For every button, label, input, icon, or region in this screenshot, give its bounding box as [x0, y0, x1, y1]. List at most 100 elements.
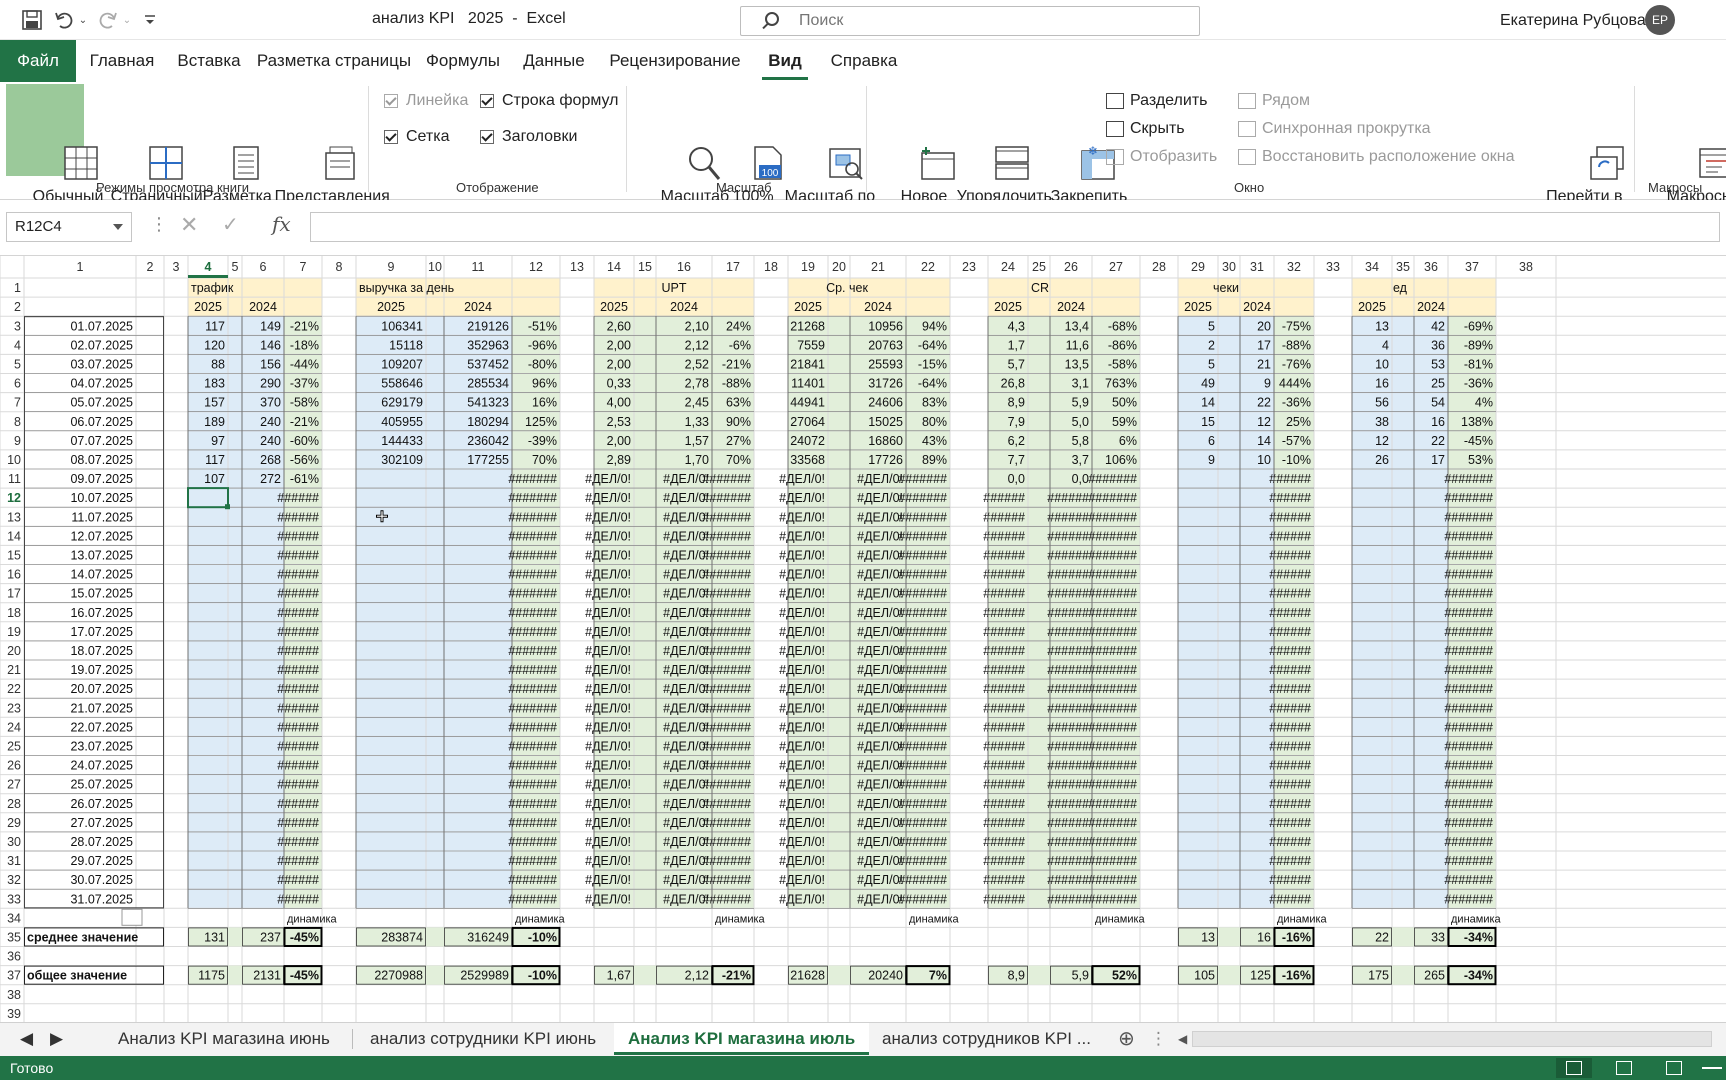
cell-error[interactable]: ######	[1269, 663, 1311, 677]
cell-error[interactable]: ######	[983, 835, 1025, 849]
cell-value[interactable]: 5	[1208, 358, 1215, 372]
cell-error[interactable]: #######	[1088, 778, 1137, 792]
cell-error[interactable]: #######	[508, 682, 557, 696]
cell-error[interactable]: #######	[702, 816, 751, 830]
cell-error[interactable]: #######	[702, 529, 751, 543]
cell-error[interactable]: ######	[983, 644, 1025, 658]
cell-value[interactable]: 7,9	[1008, 415, 1025, 429]
cell-error[interactable]: ######	[1047, 759, 1089, 773]
cell-error[interactable]: ######	[1269, 892, 1311, 906]
cell-error[interactable]: #######	[1444, 797, 1493, 811]
cell-error[interactable]: #######	[1444, 892, 1493, 906]
cell-value[interactable]: 94%	[922, 319, 947, 333]
add-sheet-icon[interactable]: ⊕	[1118, 1028, 1135, 1050]
cell-error[interactable]: #ДЕЛ/0!	[857, 587, 903, 601]
cell-error[interactable]: ######	[1047, 816, 1089, 830]
cell-error[interactable]: #######	[1444, 625, 1493, 639]
zoom-slider[interactable]	[1702, 1067, 1722, 1069]
cell-value[interactable]: 63%	[726, 396, 751, 410]
cell-error[interactable]: ######	[277, 835, 319, 849]
cell-value[interactable]: 43%	[922, 434, 947, 448]
custom-views-button[interactable]: Представления	[248, 84, 390, 205]
cell-value[interactable]: 17726	[868, 453, 903, 467]
cell-value[interactable]: -76%	[1282, 358, 1311, 372]
cell-error[interactable]: #######	[1444, 740, 1493, 754]
cell-error[interactable]: #ДЕЛ/0!	[585, 568, 631, 582]
cell-error[interactable]: #######	[702, 797, 751, 811]
cell-error[interactable]: #######	[702, 510, 751, 524]
cell-error[interactable]: #######	[508, 491, 557, 505]
cell-value[interactable]: 9	[1208, 453, 1215, 467]
cell-error[interactable]: #ДЕЛ/0!	[585, 854, 631, 868]
cell-value[interactable]: 125%	[525, 415, 557, 429]
cell-value[interactable]: 5,0	[1072, 415, 1089, 429]
cell-value[interactable]: 370	[260, 396, 281, 410]
cell-error[interactable]: #ДЕЛ/0!	[857, 816, 903, 830]
cell-error[interactable]: #ДЕЛ/0!	[857, 892, 903, 906]
tab-review[interactable]: Рецензирование	[609, 51, 741, 70]
cell-value[interactable]: -36%	[1464, 377, 1493, 391]
cell-error[interactable]: #ДЕЛ/0!	[663, 663, 709, 677]
cell-border[interactable]	[1414, 927, 1448, 947]
cell-error[interactable]: #######	[508, 644, 557, 658]
cell-error[interactable]: ######	[983, 778, 1025, 792]
cell-error[interactable]: #ДЕЛ/0!	[779, 625, 825, 639]
zoom-button[interactable]: Масштаб	[634, 84, 729, 205]
cell-error[interactable]: #######	[702, 854, 751, 868]
cell-error[interactable]: #######	[702, 759, 751, 773]
cell-error[interactable]: ######	[1269, 759, 1311, 773]
cell-error[interactable]: #######	[702, 549, 751, 563]
cell-error[interactable]: #######	[1444, 587, 1493, 601]
cell-error[interactable]: ######	[1269, 491, 1311, 505]
cell-error[interactable]: #ДЕЛ/0!	[663, 854, 709, 868]
cell-value[interactable]: 89%	[922, 453, 947, 467]
search-box[interactable]	[740, 6, 1200, 36]
cell-border[interactable]	[905, 965, 951, 986]
cell-error[interactable]: ######	[983, 873, 1025, 887]
cell-value[interactable]: -64%	[918, 338, 947, 352]
cell-error[interactable]: #ДЕЛ/0!	[663, 682, 709, 696]
cell-error[interactable]: #######	[898, 606, 947, 620]
cell-value[interactable]: 21	[1257, 358, 1271, 372]
cell-value[interactable]: -58%	[290, 396, 319, 410]
cell-value[interactable]: 2,00	[607, 358, 631, 372]
cell-error[interactable]: #ДЕЛ/0!	[779, 701, 825, 715]
cell-value[interactable]: -45%	[1464, 434, 1493, 448]
cell-value[interactable]: 109207	[381, 358, 423, 372]
cell-error[interactable]: #ДЕЛ/0!	[857, 797, 903, 811]
cell-error[interactable]: #ДЕЛ/0!	[779, 720, 825, 734]
cell-error[interactable]: #######	[1088, 816, 1137, 830]
cell-error[interactable]: ######	[277, 740, 319, 754]
cell-error[interactable]: #######	[508, 759, 557, 773]
cell-error[interactable]: #######	[1088, 587, 1137, 601]
cell-value[interactable]: 27%	[726, 434, 751, 448]
cell-value[interactable]: 290	[260, 377, 281, 391]
customize-toolbar-icon[interactable]	[140, 9, 160, 31]
cell-error[interactable]: ######	[1269, 797, 1311, 811]
cell-value[interactable]: 24%	[726, 319, 751, 333]
cell-error[interactable]: #ДЕЛ/0!	[857, 740, 903, 754]
cell-error[interactable]: ######	[1269, 625, 1311, 639]
cell-error[interactable]: ######	[983, 510, 1025, 524]
cell-value[interactable]: -6%	[729, 338, 751, 352]
cell-error[interactable]: ######	[277, 549, 319, 563]
cell-error[interactable]: #######	[508, 720, 557, 734]
cell-error[interactable]: #ДЕЛ/0!	[585, 759, 631, 773]
cell-error[interactable]: #ДЕЛ/0!	[857, 491, 903, 505]
cell-error[interactable]: #ДЕЛ/0!	[585, 701, 631, 715]
cell-value[interactable]: 352963	[467, 338, 509, 352]
user-name[interactable]: Екатерина Рубцова	[1500, 12, 1646, 29]
headings-checkbox[interactable]: Заголовки	[480, 128, 577, 146]
cell-error[interactable]: ######	[277, 491, 319, 505]
cell-error[interactable]: ######	[277, 663, 319, 677]
cell-error[interactable]: #ДЕЛ/0!	[585, 740, 631, 754]
cell-error[interactable]: #ДЕЛ/0!	[585, 663, 631, 677]
cell-value[interactable]: 2,00	[607, 338, 631, 352]
cell-error[interactable]: #######	[898, 510, 947, 524]
cell-border[interactable]	[356, 965, 426, 985]
cell-error[interactable]: ######	[277, 854, 319, 868]
cell-error[interactable]: #######	[508, 472, 557, 486]
cell-error[interactable]: #ДЕЛ/0!	[779, 835, 825, 849]
cell-error[interactable]: ######	[1047, 549, 1089, 563]
cell-error[interactable]: #ДЕЛ/0!	[663, 606, 709, 620]
